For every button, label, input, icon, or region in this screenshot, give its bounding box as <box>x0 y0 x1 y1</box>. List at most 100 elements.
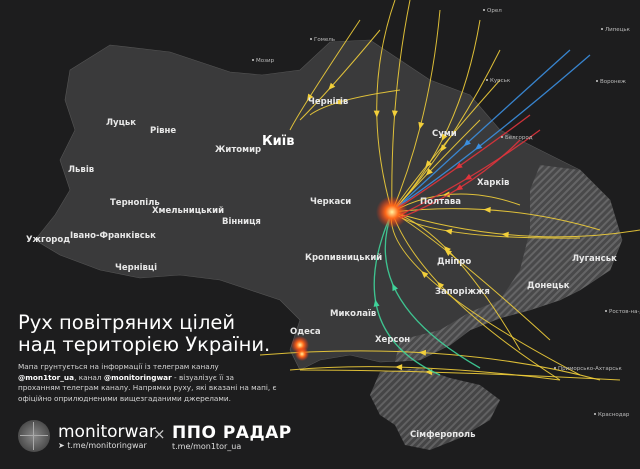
route-line <box>289 19 361 131</box>
city-label-poltava: Полтава <box>420 197 461 207</box>
city-label-ivano_frankivsk: Івано-Франківськ <box>70 230 156 241</box>
city-label-dnipro: Дніпро <box>437 256 471 267</box>
crimea <box>370 368 500 450</box>
brand-monitorwar: monitorwar ➤ t.me/monitoringwar <box>18 420 156 452</box>
desc-text: Мапа грунтується на інформації із телегр… <box>18 362 219 371</box>
city-label-lutsk: Луцьк <box>106 118 136 128</box>
direction-arrow-icon <box>418 349 427 356</box>
direction-arrow-icon <box>425 160 432 168</box>
city-dot <box>501 136 503 138</box>
city-label-lipetsk: Липецьк <box>605 27 631 33</box>
city-label-belgorod: Белгород <box>505 135 533 141</box>
city-label-zaporizhzhia: Запоріжжя <box>435 286 490 297</box>
direction-arrow-icon <box>442 191 450 198</box>
title-line-2: над територією України. <box>18 333 271 356</box>
city-label-krasnodar: Краснодар <box>598 412 630 418</box>
direction-arrow-icon <box>444 249 452 256</box>
city-label-lviv: Львів <box>68 164 94 175</box>
direction-arrow-icon <box>391 110 398 118</box>
route-line <box>289 366 561 381</box>
city-label-chernihiv: Чернігів <box>308 96 348 107</box>
city-dot <box>310 38 312 40</box>
direction-arrow-icon <box>334 98 342 105</box>
city-label-zhytomyr: Житомир <box>215 145 261 155</box>
direction-arrow-icon <box>306 93 314 102</box>
description: Мапа грунтується на інформації із телегр… <box>18 362 278 404</box>
channel-mention[interactable]: @monitoringwar <box>103 372 172 382</box>
route-line <box>299 29 381 121</box>
direction-arrow-icon <box>483 206 491 213</box>
city-label-kyiv: Київ <box>262 134 294 149</box>
city-label-kherson: Херсон <box>375 335 410 345</box>
radar-logo-icon <box>18 420 50 452</box>
city-dot <box>252 59 254 61</box>
route-line <box>391 9 441 213</box>
route-line <box>399 129 541 216</box>
direction-arrow-icon <box>464 173 473 181</box>
city-label-ternopil: Тернопіль <box>110 197 160 208</box>
explosion-icon <box>295 347 309 361</box>
direction-arrow-icon <box>474 143 483 150</box>
city-label-mozyr: Мозир <box>256 58 275 64</box>
city-dot <box>596 80 598 82</box>
route-line <box>259 350 601 381</box>
direction-arrow-icon <box>395 364 403 371</box>
direction-arrow-icon <box>455 162 463 169</box>
brand-ppo-radar: ППО РАДАР t.me/mon1tor_ua <box>172 424 292 451</box>
direction-arrow-icon <box>373 110 380 118</box>
direction-arrow-icon <box>455 184 464 191</box>
city-dot <box>594 413 596 415</box>
desc-text: - візуалізує її за проханням телеграм ка… <box>18 372 277 403</box>
city-label-orel: Орел <box>487 8 502 14</box>
city-label-kharkiv: Харків <box>477 177 509 188</box>
channel-mention[interactable]: @mon1tor_ua <box>18 372 75 382</box>
telegram-icon: ➤ <box>58 440 68 450</box>
brand-link[interactable]: t.me/mon1tor_ua <box>172 442 242 451</box>
city-dot <box>483 9 485 11</box>
direction-arrow-icon <box>392 283 398 292</box>
route-line <box>299 369 621 381</box>
city-label-khmelnytskyi: Хмельницький <box>152 206 224 216</box>
city-label-kropyvnytskyi: Кропивницький <box>305 253 382 263</box>
page-title: Рух повітряних цілей над територією Укра… <box>18 312 270 356</box>
city-label-sumy: Суми <box>432 129 457 139</box>
direction-arrow-icon <box>421 270 429 278</box>
direction-arrow-icon <box>463 139 471 147</box>
route-line <box>391 211 640 238</box>
city-label-primorsko: Приморсько-Ахтарськ <box>558 366 622 372</box>
city-label-kursk: Курськ <box>490 78 511 84</box>
route-line <box>399 139 521 219</box>
city-label-rostov: Ростов-на-Дону <box>609 309 640 315</box>
brand-name: ППО РАДАР <box>172 423 292 443</box>
city-label-gomel: Гомель <box>314 37 335 43</box>
brand-link[interactable]: t.me/monitoringwar <box>67 440 147 450</box>
brand-name: monitorwar <box>58 421 156 442</box>
route-line <box>384 211 481 369</box>
explosion-icon <box>376 196 408 228</box>
city-label-simferopol: Сімферополь <box>410 429 476 440</box>
direction-arrow-icon <box>418 121 425 130</box>
direction-arrow-icon <box>443 246 451 254</box>
collab-cross: × <box>153 425 166 443</box>
city-label-rivne: Рівне <box>150 125 176 136</box>
direction-arrow-icon <box>425 168 433 176</box>
city-label-vinnytsia: Вінниця <box>222 216 261 227</box>
city-label-odesa: Одеса <box>290 327 321 337</box>
route-line <box>391 211 561 381</box>
city-dot <box>486 79 488 81</box>
direction-arrow-icon <box>328 82 336 90</box>
direction-arrow-icon <box>444 228 453 235</box>
route-line <box>391 49 571 213</box>
route-line <box>376 0 396 213</box>
route-line <box>391 114 531 213</box>
direction-arrow-icon <box>373 299 380 307</box>
city-label-chernivtsi: Чернівці <box>115 262 157 273</box>
city-label-cherkasy: Черкаси <box>310 197 351 207</box>
route-line <box>373 211 441 376</box>
city-label-mykolaiv: Миколаїв <box>330 309 376 319</box>
direction-arrow-icon <box>501 231 509 238</box>
title-line-1: Рух повітряних цілей <box>18 311 236 334</box>
city-dot <box>601 28 603 30</box>
